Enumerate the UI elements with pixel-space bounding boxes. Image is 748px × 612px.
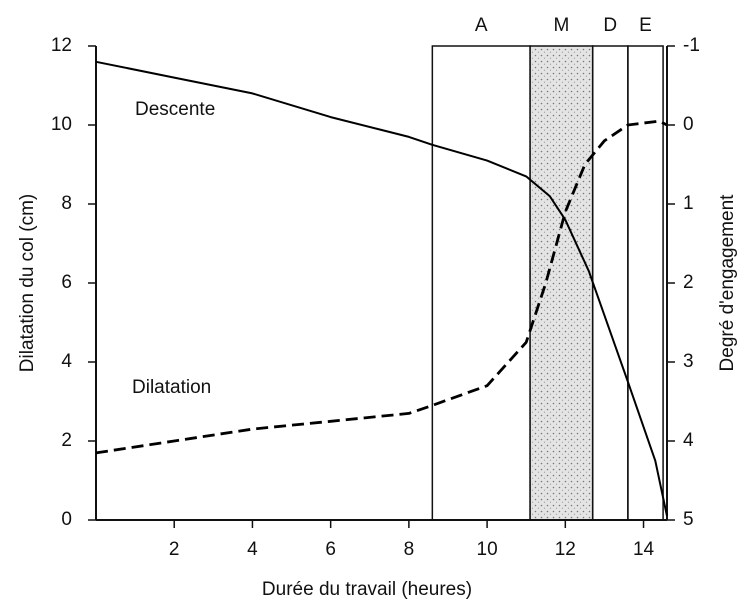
y-tick-label: 8 — [61, 193, 72, 214]
y2-tick-label: 4 — [683, 430, 694, 451]
y2-tick-label: 2 — [683, 272, 694, 293]
phase-label: E — [639, 15, 652, 36]
y2-tick-label: 1 — [683, 193, 694, 214]
y-tick-label: 10 — [51, 114, 72, 135]
phase-region — [529, 45, 594, 521]
x-tick-label: 8 — [404, 539, 415, 560]
series-label: Descente — [135, 99, 215, 120]
series-label: Dilatation — [132, 377, 211, 398]
phase-label: A — [475, 15, 488, 36]
y2-tick-label: 3 — [683, 351, 694, 372]
y-tick-label: 2 — [61, 430, 72, 451]
x-tick-label: 4 — [247, 539, 258, 560]
phase-label: D — [603, 15, 617, 36]
phase-label: M — [553, 15, 569, 36]
y-axis-title: Dilatation du col (cm) — [17, 194, 38, 372]
y2-axis-title: Degré d'engagement — [717, 194, 738, 372]
x-tick-label: 6 — [325, 539, 336, 560]
line-series — [95, 60, 668, 517]
y2-tick-label: -1 — [683, 35, 700, 56]
line-series — [95, 119, 668, 455]
y-tick-label: 4 — [61, 351, 72, 372]
y-tick-label: 6 — [61, 272, 72, 293]
x-axis-title: Durée du travail (heures) — [262, 579, 472, 600]
x-tick-label: 10 — [477, 539, 498, 560]
x-tick-label: 2 — [169, 539, 180, 560]
x-tick-label: 14 — [633, 539, 655, 560]
y-tick-label: 12 — [51, 35, 72, 56]
y2-tick-label: 0 — [683, 114, 694, 135]
y2-tick-label: 5 — [683, 509, 694, 530]
x-tick-label: 12 — [555, 539, 576, 560]
y-tick-label: 0 — [61, 509, 72, 530]
